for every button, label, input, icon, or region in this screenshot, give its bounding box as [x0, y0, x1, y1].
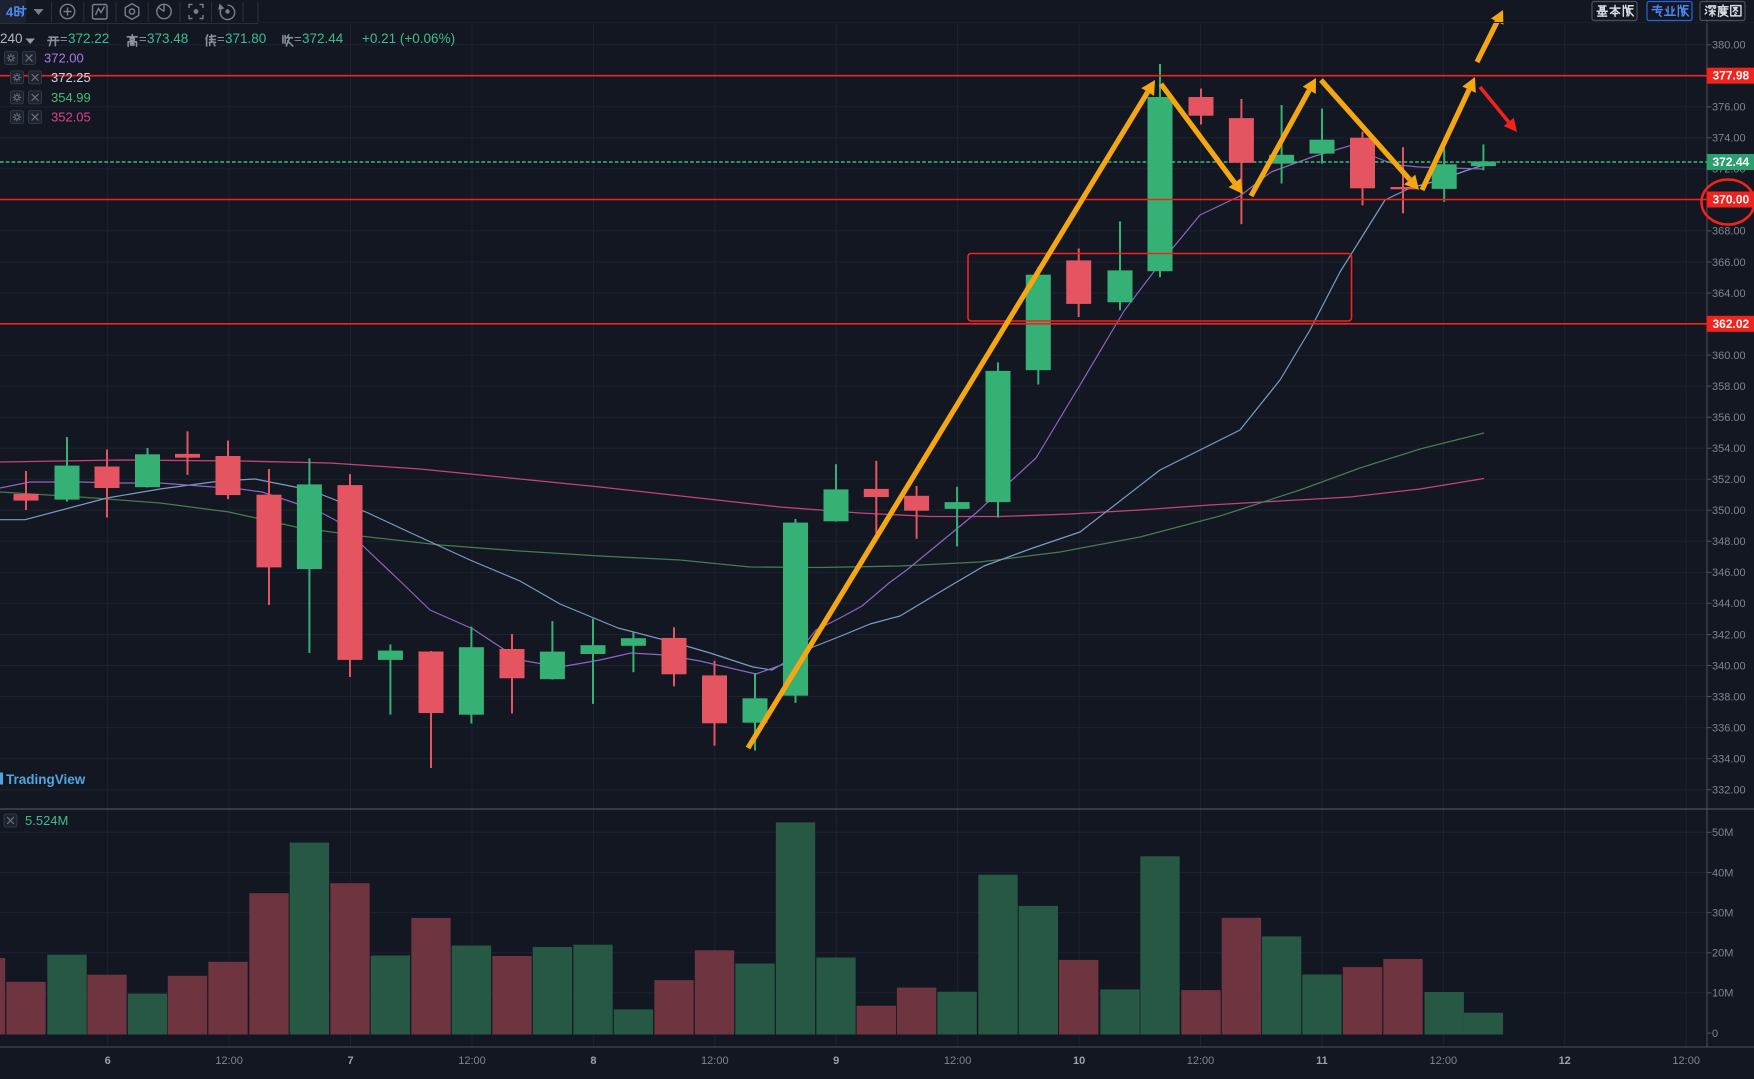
- svg-text:364.00: 364.00: [1712, 288, 1746, 300]
- svg-text:240: 240: [0, 31, 23, 46]
- svg-text:12:00: 12:00: [701, 1055, 729, 1067]
- svg-text:50M: 50M: [1712, 827, 1733, 839]
- svg-text:=: =: [139, 31, 147, 46]
- svg-text:372.22: 372.22: [68, 31, 109, 46]
- svg-text:344.00: 344.00: [1712, 598, 1746, 610]
- svg-text:380.00: 380.00: [1712, 40, 1746, 52]
- svg-text:352.05: 352.05: [51, 110, 91, 125]
- svg-text:12: 12: [1559, 1055, 1571, 1067]
- svg-text:5.524M: 5.524M: [25, 813, 68, 828]
- svg-text:370.00: 370.00: [1713, 193, 1750, 207]
- svg-text:9: 9: [833, 1055, 839, 1067]
- svg-text:373.48: 373.48: [147, 31, 188, 46]
- svg-text:362.02: 362.02: [1713, 317, 1750, 331]
- svg-text:8: 8: [590, 1055, 596, 1067]
- svg-text:372.25: 372.25: [51, 70, 91, 85]
- svg-text:342.00: 342.00: [1712, 629, 1746, 641]
- svg-text:20M: 20M: [1712, 948, 1733, 960]
- svg-text:7: 7: [347, 1055, 353, 1067]
- svg-text:336.00: 336.00: [1712, 722, 1746, 734]
- svg-text:30M: 30M: [1712, 907, 1733, 919]
- svg-text:=: =: [294, 31, 302, 46]
- svg-text:354.00: 354.00: [1712, 443, 1746, 455]
- svg-text:334.00: 334.00: [1712, 753, 1746, 765]
- svg-text:12:00: 12:00: [215, 1055, 243, 1067]
- svg-text:368.00: 368.00: [1712, 226, 1746, 238]
- svg-text:10: 10: [1073, 1055, 1085, 1067]
- svg-text:+0.21 (+0.06%): +0.21 (+0.06%): [362, 31, 455, 46]
- svg-text:372.44: 372.44: [302, 31, 344, 46]
- svg-text:10M: 10M: [1712, 988, 1733, 1000]
- svg-text:352.00: 352.00: [1712, 474, 1746, 486]
- svg-text:338.00: 338.00: [1712, 691, 1746, 703]
- svg-text:376.00: 376.00: [1712, 102, 1746, 114]
- svg-text:12:00: 12:00: [1187, 1055, 1215, 1067]
- svg-text:12:00: 12:00: [1430, 1055, 1458, 1067]
- svg-text:0: 0: [1712, 1028, 1718, 1040]
- svg-text:354.99: 354.99: [51, 90, 91, 105]
- svg-text:356.00: 356.00: [1712, 412, 1746, 424]
- svg-text:348.00: 348.00: [1712, 536, 1746, 548]
- svg-text:12:00: 12:00: [1672, 1055, 1700, 1067]
- svg-text:40M: 40M: [1712, 867, 1733, 879]
- svg-text:12:00: 12:00: [944, 1055, 972, 1067]
- svg-text:374.00: 374.00: [1712, 133, 1746, 145]
- svg-text:6: 6: [105, 1055, 111, 1067]
- svg-text:340.00: 340.00: [1712, 660, 1746, 672]
- svg-text:377.98: 377.98: [1713, 69, 1750, 83]
- svg-text:371.80: 371.80: [225, 31, 266, 46]
- svg-text:372.00: 372.00: [44, 51, 84, 66]
- svg-text:12:00: 12:00: [458, 1055, 486, 1067]
- svg-text:=: =: [60, 31, 68, 46]
- svg-text:TradingView: TradingView: [6, 772, 86, 787]
- svg-text:360.00: 360.00: [1712, 350, 1746, 362]
- svg-text:346.00: 346.00: [1712, 567, 1746, 579]
- svg-text:4: 4: [6, 5, 14, 20]
- svg-text:11: 11: [1316, 1055, 1328, 1067]
- svg-text:350.00: 350.00: [1712, 505, 1746, 517]
- svg-text:=: =: [217, 31, 225, 46]
- svg-text:358.00: 358.00: [1712, 381, 1746, 393]
- svg-text:332.00: 332.00: [1712, 785, 1746, 797]
- svg-text:366.00: 366.00: [1712, 257, 1746, 269]
- svg-text:372.44: 372.44: [1713, 155, 1750, 169]
